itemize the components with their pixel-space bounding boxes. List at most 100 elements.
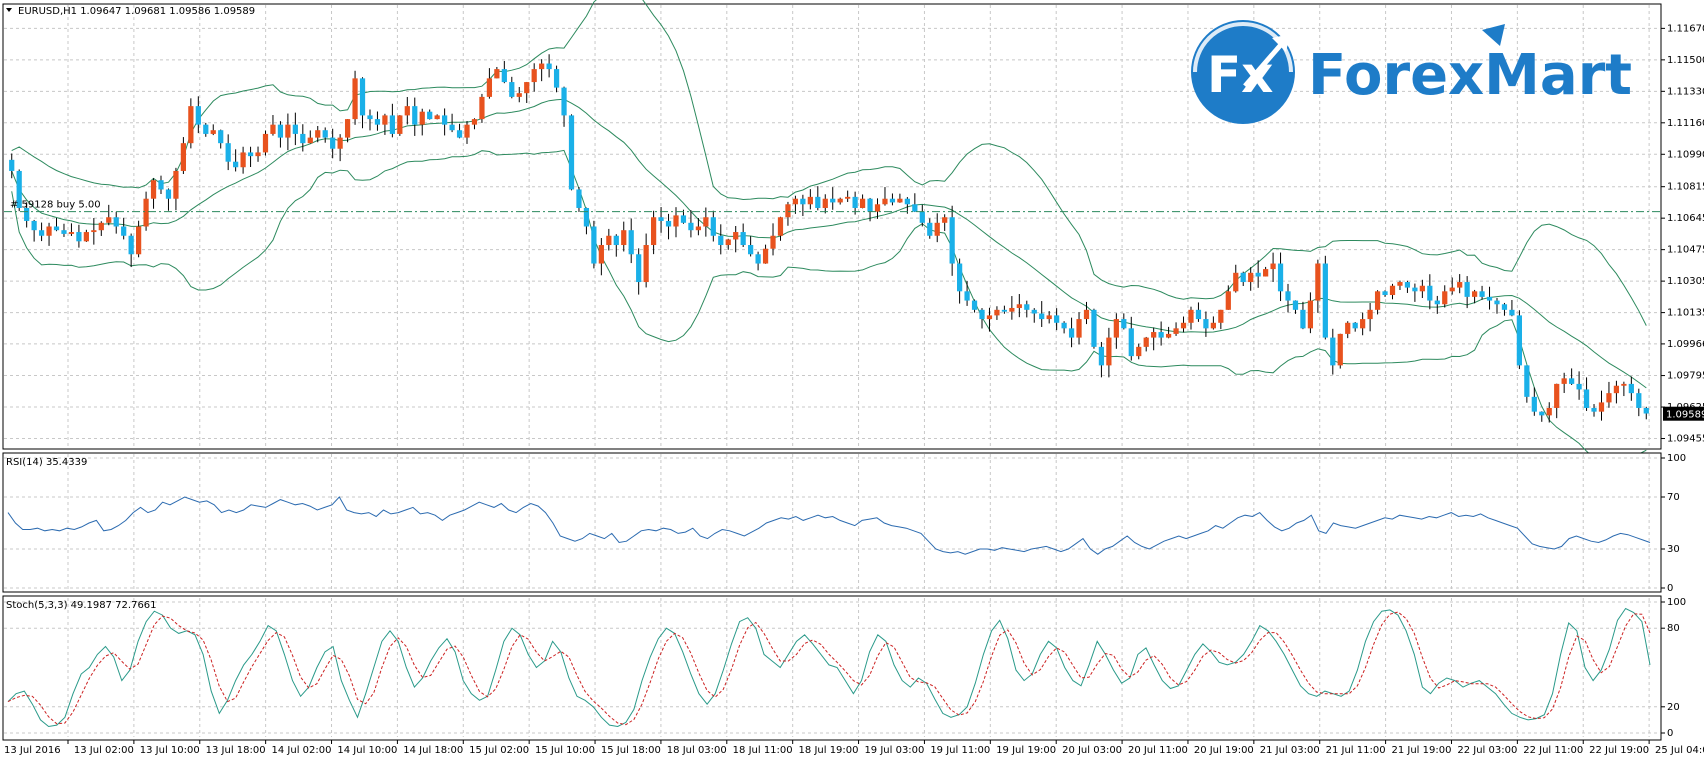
price-tick-label: 1.10990 bbox=[1667, 149, 1704, 160]
time-tick-label: 13 Jul 18:00 bbox=[206, 745, 266, 756]
candle-body bbox=[1561, 378, 1567, 384]
candle-body bbox=[755, 254, 761, 264]
candle-body bbox=[1143, 337, 1149, 347]
bollinger-bands bbox=[11, 0, 1647, 463]
candle-body bbox=[516, 93, 522, 97]
price-tick-label: 1.09455 bbox=[1667, 434, 1704, 445]
candle-body bbox=[292, 124, 298, 134]
candle-body bbox=[1039, 313, 1045, 320]
candle-body bbox=[31, 220, 37, 231]
candle-body bbox=[38, 230, 45, 236]
candle-body bbox=[255, 152, 261, 157]
price-tick-label: 1.11160 bbox=[1667, 118, 1704, 129]
candle-body bbox=[509, 82, 515, 97]
price-axis: 1.11670 1.11500 1.11330 1.11160 1.10990 1.108… bbox=[1661, 23, 1704, 445]
candle-body bbox=[1352, 322, 1358, 329]
logo-arrow-icon bbox=[1272, 34, 1290, 52]
candle-body bbox=[1501, 304, 1508, 310]
candle-body bbox=[837, 198, 843, 203]
candle-body bbox=[471, 119, 478, 125]
time-tick-label: 20 Jul 11:00 bbox=[1128, 745, 1188, 756]
time-tick-label: 21 Jul 03:00 bbox=[1260, 745, 1320, 756]
candle-body bbox=[1539, 411, 1545, 416]
candle-body bbox=[942, 217, 948, 223]
candle-body bbox=[1397, 282, 1403, 286]
candle-body bbox=[1322, 263, 1328, 338]
time-tick-label: 21 Jul 11:00 bbox=[1326, 745, 1386, 756]
candlesticks bbox=[9, 54, 1649, 423]
candle-body bbox=[1628, 383, 1634, 394]
candle-body bbox=[1598, 402, 1605, 412]
candle-body bbox=[1076, 319, 1082, 338]
candle-body bbox=[285, 124, 291, 138]
candle-body bbox=[1434, 300, 1440, 305]
candle-body bbox=[1457, 282, 1463, 288]
time-tick-label: 14 Jul 02:00 bbox=[272, 745, 332, 756]
candle-body bbox=[277, 124, 284, 138]
candle-body bbox=[1419, 285, 1425, 292]
candle-body bbox=[367, 115, 373, 120]
candle-body bbox=[1180, 322, 1187, 329]
candle-body bbox=[330, 137, 336, 149]
time-tick-label: 15 Jul 18:00 bbox=[601, 745, 661, 756]
candle-body bbox=[904, 198, 910, 205]
stoch-panel[interactable]: Stoch(5,3,3) 49.1987 72.7661 100 80 20 0 bbox=[2, 595, 1686, 741]
time-tick-label: 22 Jul 03:00 bbox=[1457, 745, 1517, 756]
candle-body bbox=[1277, 263, 1284, 292]
candle-body bbox=[949, 217, 955, 264]
candle-body bbox=[344, 119, 351, 138]
candle-body bbox=[1016, 304, 1022, 308]
time-tick-label: 14 Jul 10:00 bbox=[337, 745, 397, 756]
candle-body bbox=[1330, 337, 1336, 366]
candle-body bbox=[770, 235, 776, 249]
candle-body bbox=[1128, 328, 1134, 357]
candle-body bbox=[882, 198, 888, 205]
scale-tick-label: 20 bbox=[1667, 702, 1680, 713]
candle-body bbox=[233, 161, 239, 168]
candle-body bbox=[919, 211, 925, 223]
candle-body bbox=[16, 170, 22, 208]
candle-body bbox=[1360, 319, 1366, 329]
candle-body bbox=[546, 63, 552, 70]
candle-body bbox=[300, 133, 306, 144]
candle-body bbox=[98, 222, 104, 231]
candle-body bbox=[800, 198, 806, 205]
candle-body bbox=[158, 180, 164, 190]
candle-body bbox=[180, 143, 187, 171]
candle-body bbox=[1233, 272, 1239, 292]
dropdown-triangle-icon[interactable] bbox=[6, 8, 12, 12]
candle-body bbox=[1083, 309, 1090, 320]
main-price-panel[interactable]: # 59128 buy 5.00 EURUSD,H1 1.09647 1.096… bbox=[2, 0, 1704, 463]
candle-body bbox=[479, 96, 485, 120]
candle-body bbox=[1188, 309, 1194, 323]
candle-body bbox=[464, 124, 470, 138]
candle-body bbox=[643, 245, 649, 283]
time-tick-label: 20 Jul 19:00 bbox=[1194, 745, 1254, 756]
candle-body bbox=[1583, 389, 1590, 408]
candle-body bbox=[76, 232, 82, 242]
scale-tick-label: 80 bbox=[1667, 623, 1680, 634]
candle-body bbox=[748, 245, 754, 255]
candle-body bbox=[762, 248, 769, 264]
logo-badge: Fx bbox=[1207, 46, 1273, 104]
candle-body bbox=[352, 78, 358, 120]
candle-body bbox=[1091, 309, 1097, 347]
rsi-panel[interactable]: RSI(14) 35.4339 100 70 30 0 bbox=[2, 452, 1686, 594]
candle-body bbox=[262, 133, 269, 153]
candle-body bbox=[195, 106, 201, 125]
candle-body bbox=[1061, 322, 1067, 329]
candle-body bbox=[628, 230, 634, 255]
candle-body bbox=[1009, 307, 1015, 312]
candle-body bbox=[1255, 272, 1261, 277]
candle-body bbox=[650, 217, 657, 246]
time-tick-label: 19 Jul 03:00 bbox=[864, 745, 924, 756]
candle-body bbox=[703, 217, 709, 227]
price-tick-label: 1.11670 bbox=[1667, 23, 1704, 34]
candle-body bbox=[46, 226, 52, 236]
candle-body bbox=[165, 189, 172, 199]
candle-body bbox=[874, 204, 881, 212]
rsi-grid bbox=[4, 454, 1660, 592]
candle-body bbox=[718, 235, 724, 246]
candle-body bbox=[695, 226, 701, 231]
